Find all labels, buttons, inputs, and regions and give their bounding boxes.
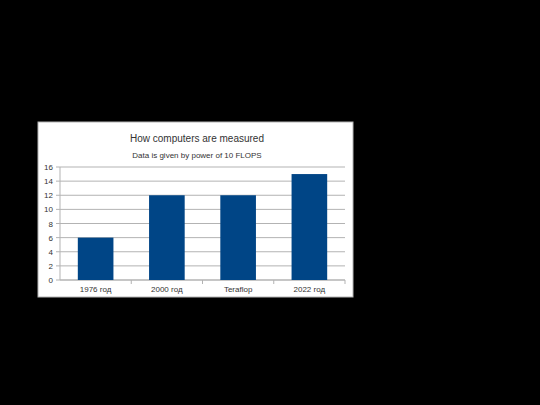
x-tick-label: 2000 год xyxy=(151,285,183,294)
y-tick-label: 8 xyxy=(49,220,54,229)
y-tick-label: 0 xyxy=(49,276,54,285)
chart-title: How computers are measured xyxy=(130,133,264,144)
y-tick xyxy=(56,209,60,210)
x-tick xyxy=(345,280,346,284)
x-tick-label: 2022 год xyxy=(294,285,326,294)
y-tick xyxy=(56,195,60,196)
y-tick-label: 10 xyxy=(44,205,53,214)
x-tick xyxy=(202,280,203,284)
y-tick xyxy=(56,167,60,168)
bar xyxy=(149,195,185,280)
y-tick-label: 4 xyxy=(49,248,54,257)
y-tick xyxy=(56,237,60,238)
y-tick-label: 16 xyxy=(44,163,53,172)
bar xyxy=(78,238,114,280)
y-tick-label: 12 xyxy=(44,191,53,200)
y-tick xyxy=(56,265,60,266)
x-tick xyxy=(131,280,132,284)
y-tick xyxy=(56,280,60,281)
y-tick-label: 2 xyxy=(49,262,54,271)
x-tick xyxy=(273,280,274,284)
bar xyxy=(292,174,328,280)
y-tick xyxy=(56,223,60,224)
bar xyxy=(220,195,256,280)
y-tick xyxy=(56,251,60,252)
chart-subtitle: Data is given by power of 10 FLOPS xyxy=(132,151,261,160)
bars xyxy=(78,174,327,280)
x-tick-label: Teraflop xyxy=(224,285,253,294)
grid-line xyxy=(60,167,345,168)
chart-canvas: How computers are measured Data is given … xyxy=(0,0,540,405)
y-tick xyxy=(56,181,60,182)
y-tick-label: 6 xyxy=(49,234,54,243)
chart-frame xyxy=(38,122,353,297)
y-axis xyxy=(60,167,61,280)
y-tick-label: 14 xyxy=(44,177,53,186)
x-tick-label: 1976 год xyxy=(80,285,112,294)
